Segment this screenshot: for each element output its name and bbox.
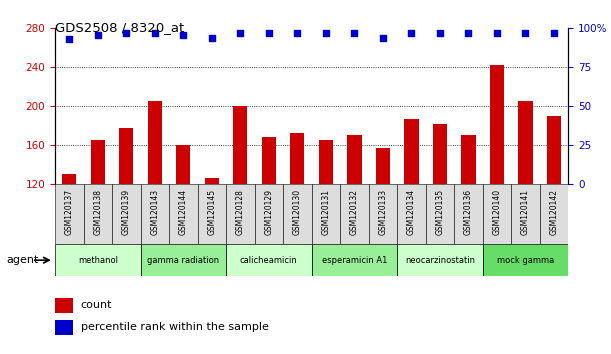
Text: GSM120136: GSM120136 [464, 189, 473, 235]
Text: mock gamma: mock gamma [497, 256, 554, 265]
Bar [90, 140, 105, 184]
Text: GSM120139: GSM120139 [122, 189, 131, 235]
Text: neocarzinostatin: neocarzinostatin [405, 256, 475, 265]
Bar [368, 184, 397, 244]
Bar [55, 184, 84, 244]
Bar [490, 65, 504, 184]
Text: GSM120135: GSM120135 [436, 189, 444, 235]
Point [464, 30, 474, 36]
Bar [404, 119, 419, 184]
Text: GSM120132: GSM120132 [350, 189, 359, 235]
Text: GSM120143: GSM120143 [150, 189, 159, 235]
Bar [119, 127, 133, 184]
Bar [397, 184, 426, 244]
Point [321, 30, 331, 36]
Bar [283, 184, 312, 244]
Bar [312, 244, 397, 276]
Bar [141, 244, 226, 276]
Point [235, 30, 245, 36]
Bar [226, 244, 312, 276]
Bar [148, 101, 162, 184]
Text: GSM120134: GSM120134 [407, 189, 416, 235]
Point [122, 30, 131, 36]
Bar [55, 298, 73, 313]
Point [406, 30, 416, 36]
Point [378, 35, 388, 40]
Bar [454, 184, 483, 244]
Bar [255, 184, 283, 244]
Point [435, 30, 445, 36]
Text: GSM120138: GSM120138 [93, 189, 102, 235]
Text: GSM120130: GSM120130 [293, 189, 302, 235]
Bar [319, 140, 333, 184]
Point [521, 30, 530, 36]
Bar [426, 184, 454, 244]
Bar [540, 184, 568, 244]
Point [264, 30, 274, 36]
Text: percentile rank within the sample: percentile rank within the sample [81, 322, 268, 332]
Bar [55, 320, 73, 335]
Point [492, 30, 502, 36]
Bar [461, 135, 475, 184]
Text: GSM120137: GSM120137 [65, 189, 74, 235]
Bar [483, 244, 568, 276]
Text: agent: agent [6, 255, 38, 265]
Point [207, 35, 217, 40]
Bar [290, 133, 304, 184]
Bar [347, 135, 362, 184]
Text: GSM120129: GSM120129 [265, 189, 273, 235]
Text: GSM120140: GSM120140 [492, 189, 502, 235]
Text: GSM120133: GSM120133 [378, 189, 387, 235]
Text: GSM120141: GSM120141 [521, 189, 530, 235]
Bar [141, 184, 169, 244]
Point [150, 30, 159, 36]
Bar [312, 184, 340, 244]
Bar [205, 178, 219, 184]
Bar [547, 116, 561, 184]
Text: esperamicin A1: esperamicin A1 [322, 256, 387, 265]
Point [93, 32, 103, 38]
Bar [233, 106, 247, 184]
Bar [376, 148, 390, 184]
Text: count: count [81, 300, 112, 310]
Text: methanol: methanol [78, 256, 118, 265]
Bar [226, 184, 255, 244]
Text: GSM120131: GSM120131 [321, 189, 331, 235]
Bar [483, 184, 511, 244]
Text: GSM120128: GSM120128 [236, 189, 245, 235]
Bar [511, 184, 540, 244]
Bar [84, 184, 112, 244]
Bar [433, 124, 447, 184]
Text: calicheamicin: calicheamicin [240, 256, 298, 265]
Point [178, 32, 188, 38]
Text: GSM120142: GSM120142 [549, 189, 558, 235]
Bar [197, 184, 226, 244]
Text: GSM120145: GSM120145 [207, 189, 216, 235]
Bar [262, 137, 276, 184]
Point [549, 30, 559, 36]
Bar [62, 175, 76, 184]
Bar [55, 244, 141, 276]
Bar [397, 244, 483, 276]
Bar [169, 184, 197, 244]
Bar [112, 184, 141, 244]
Text: gamma radiation: gamma radiation [147, 256, 219, 265]
Point [293, 30, 302, 36]
Text: GDS2508 / 8320_at: GDS2508 / 8320_at [55, 21, 185, 34]
Point [64, 36, 74, 42]
Text: GSM120144: GSM120144 [179, 189, 188, 235]
Bar [518, 101, 533, 184]
Bar [340, 184, 368, 244]
Point [349, 30, 359, 36]
Bar [176, 145, 191, 184]
